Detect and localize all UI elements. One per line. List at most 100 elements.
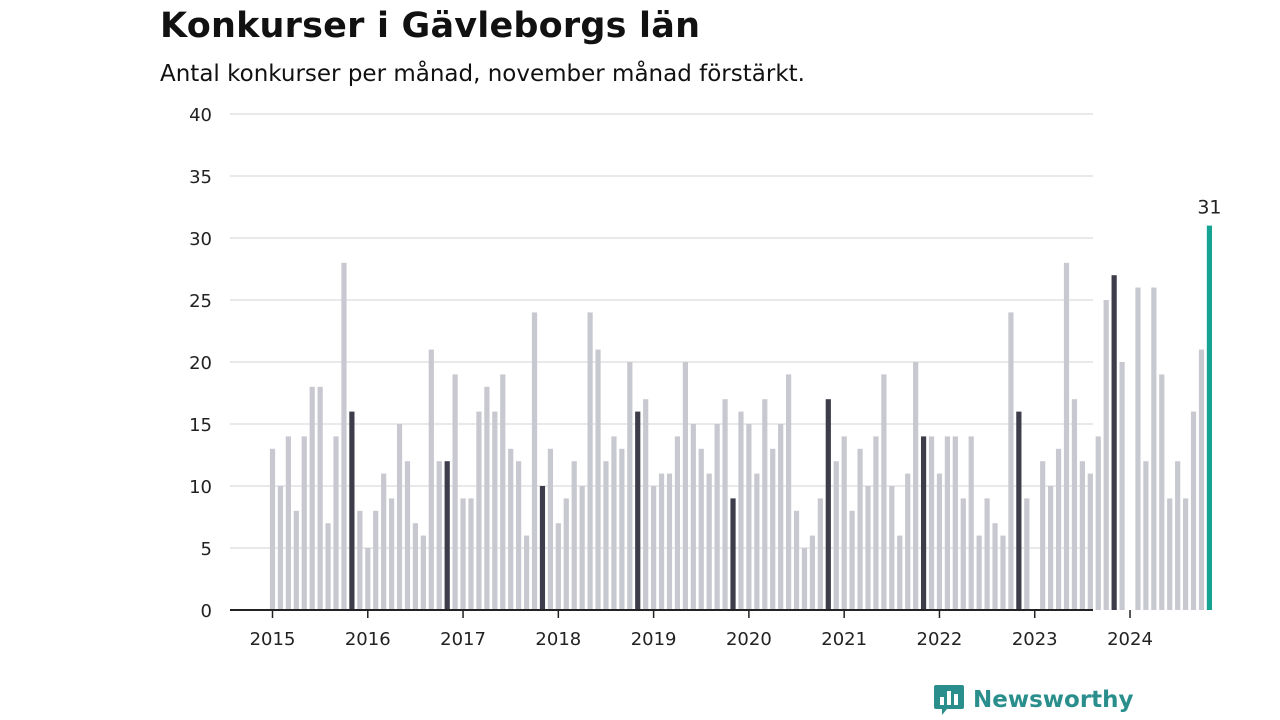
bar bbox=[730, 498, 736, 610]
bar bbox=[1000, 535, 1006, 610]
bar bbox=[603, 461, 609, 610]
bar bbox=[1040, 461, 1046, 610]
bar bbox=[960, 498, 966, 610]
bar bbox=[349, 411, 355, 610]
bar bbox=[1143, 461, 1149, 610]
newsworthy-logo-icon bbox=[934, 685, 964, 715]
y-tick-label: 10 bbox=[189, 477, 212, 498]
bar bbox=[381, 473, 387, 610]
bar bbox=[825, 399, 831, 610]
bar bbox=[944, 436, 950, 610]
bar bbox=[865, 486, 871, 610]
y-tick-label: 0 bbox=[201, 601, 212, 622]
bar bbox=[476, 411, 482, 610]
bar bbox=[373, 510, 379, 610]
bar bbox=[579, 486, 585, 610]
bar bbox=[643, 399, 649, 610]
y-tick-label: 30 bbox=[189, 229, 212, 250]
bar bbox=[770, 448, 776, 610]
bar bbox=[492, 411, 498, 610]
bar bbox=[1135, 287, 1141, 610]
bar bbox=[817, 498, 823, 610]
bar bbox=[531, 312, 538, 610]
bar bbox=[508, 448, 514, 610]
x-tick-label: 2015 bbox=[250, 629, 296, 650]
bar bbox=[269, 448, 276, 610]
bar bbox=[841, 436, 847, 610]
bar bbox=[555, 523, 561, 610]
bar bbox=[881, 374, 887, 610]
bar bbox=[936, 473, 943, 610]
bar bbox=[500, 374, 506, 610]
bar bbox=[976, 535, 982, 610]
bar bbox=[920, 436, 927, 610]
bar bbox=[928, 436, 935, 610]
bar bbox=[889, 486, 895, 610]
bar bbox=[404, 461, 411, 610]
bar bbox=[309, 386, 315, 610]
bar bbox=[1206, 225, 1213, 610]
bar bbox=[1079, 461, 1085, 610]
x-tick-label: 2016 bbox=[345, 629, 391, 650]
bar bbox=[460, 498, 466, 610]
bar bbox=[658, 473, 665, 610]
bar bbox=[1063, 262, 1070, 610]
bar bbox=[365, 548, 371, 610]
bar bbox=[952, 436, 958, 610]
bar bbox=[984, 498, 990, 610]
x-tick-label: 2023 bbox=[1012, 629, 1058, 650]
bar bbox=[1087, 473, 1093, 610]
bar bbox=[873, 436, 879, 610]
bar bbox=[833, 461, 839, 610]
bar bbox=[611, 436, 617, 610]
bar bbox=[690, 424, 696, 610]
bar bbox=[412, 523, 419, 610]
bar bbox=[357, 510, 363, 610]
y-tick-label: 35 bbox=[189, 167, 212, 188]
bar bbox=[1103, 300, 1109, 610]
bar bbox=[897, 535, 903, 610]
bar bbox=[1071, 399, 1078, 610]
chart-title: Konkurser i Gävleborgs län bbox=[160, 6, 701, 46]
bar bbox=[666, 473, 673, 610]
x-tick-label: 2020 bbox=[726, 629, 772, 650]
bar bbox=[285, 436, 291, 610]
bar bbox=[674, 436, 681, 610]
y-tick-label: 5 bbox=[201, 539, 212, 560]
bar bbox=[317, 386, 323, 610]
bar-chart: 0 5 10 15 20 25 30 35 40 31 2015 2016 2017 2018 2019 20… bbox=[189, 105, 1221, 650]
bar bbox=[1183, 498, 1189, 610]
bar bbox=[706, 473, 712, 610]
bar bbox=[436, 461, 442, 610]
bar bbox=[1024, 498, 1030, 610]
bar bbox=[905, 473, 911, 610]
bar bbox=[341, 262, 347, 610]
bar bbox=[762, 399, 768, 610]
y-tick-label: 40 bbox=[189, 105, 212, 126]
bar bbox=[333, 436, 339, 610]
bar bbox=[1198, 349, 1205, 610]
bar bbox=[913, 362, 919, 610]
bar bbox=[849, 510, 855, 610]
bar bbox=[1151, 287, 1157, 610]
bar bbox=[1008, 312, 1014, 610]
bar bbox=[595, 349, 601, 610]
bar bbox=[698, 448, 704, 610]
bar bbox=[714, 424, 720, 610]
bar bbox=[468, 498, 474, 610]
x-tick-label: 2021 bbox=[821, 629, 867, 650]
bar bbox=[563, 498, 569, 610]
bar bbox=[1119, 362, 1125, 610]
bar bbox=[516, 461, 522, 610]
x-tick-label: 2024 bbox=[1107, 629, 1153, 650]
bar bbox=[801, 548, 808, 610]
bar bbox=[1175, 461, 1181, 610]
bar bbox=[1190, 411, 1197, 610]
bar bbox=[452, 374, 458, 610]
bar bbox=[547, 448, 553, 610]
bar bbox=[1055, 448, 1062, 610]
bar bbox=[992, 523, 998, 610]
bar bbox=[539, 486, 546, 610]
bar bbox=[1167, 498, 1173, 610]
x-tick-label: 2019 bbox=[631, 629, 677, 650]
